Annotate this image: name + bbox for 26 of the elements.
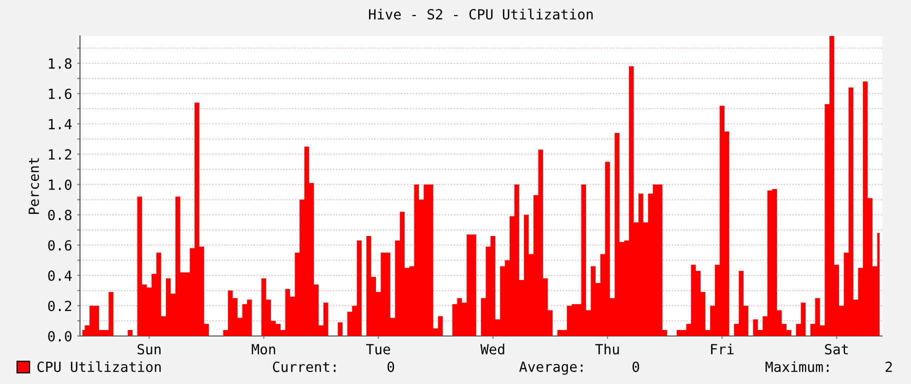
y-tick-label: 0.6 [48,240,72,251]
y-tick-label: 1.8 [48,58,72,69]
x-tick-label: Tue [366,344,390,354]
x-tick-label: Mon [252,344,276,354]
text: 0 [632,362,640,372]
legend-label: CPU Utilization [37,361,161,372]
text: 2 [886,362,892,372]
x-tick-label: Wed [480,344,504,354]
x-tick-label: Thu [595,344,619,354]
y-tick-label: 1.0 [48,179,72,190]
y-axis-title: Percent [28,158,40,214]
y-tick-label: 0.2 [48,300,72,312]
chart-title: Hive - S2 - CPU Utilization [369,8,593,20]
x-tick-label: Fri [711,344,734,354]
x-tick-label: Sat [825,344,848,354]
y-tick-label: 1.6 [48,88,72,100]
y-tick-label: 0.8 [48,210,72,220]
text: Maximum: [766,361,829,372]
text: Average: [519,362,583,375]
y-tick-label: 0.0 [48,331,72,342]
y-tick-label: 1.4 [48,119,72,130]
y-tick-label: 1.2 [48,149,72,160]
text: 0 [388,362,394,372]
x-tick-label: Sun [138,344,161,354]
text: Current: [272,362,336,372]
y-tick-label: 0.4 [48,270,72,281]
